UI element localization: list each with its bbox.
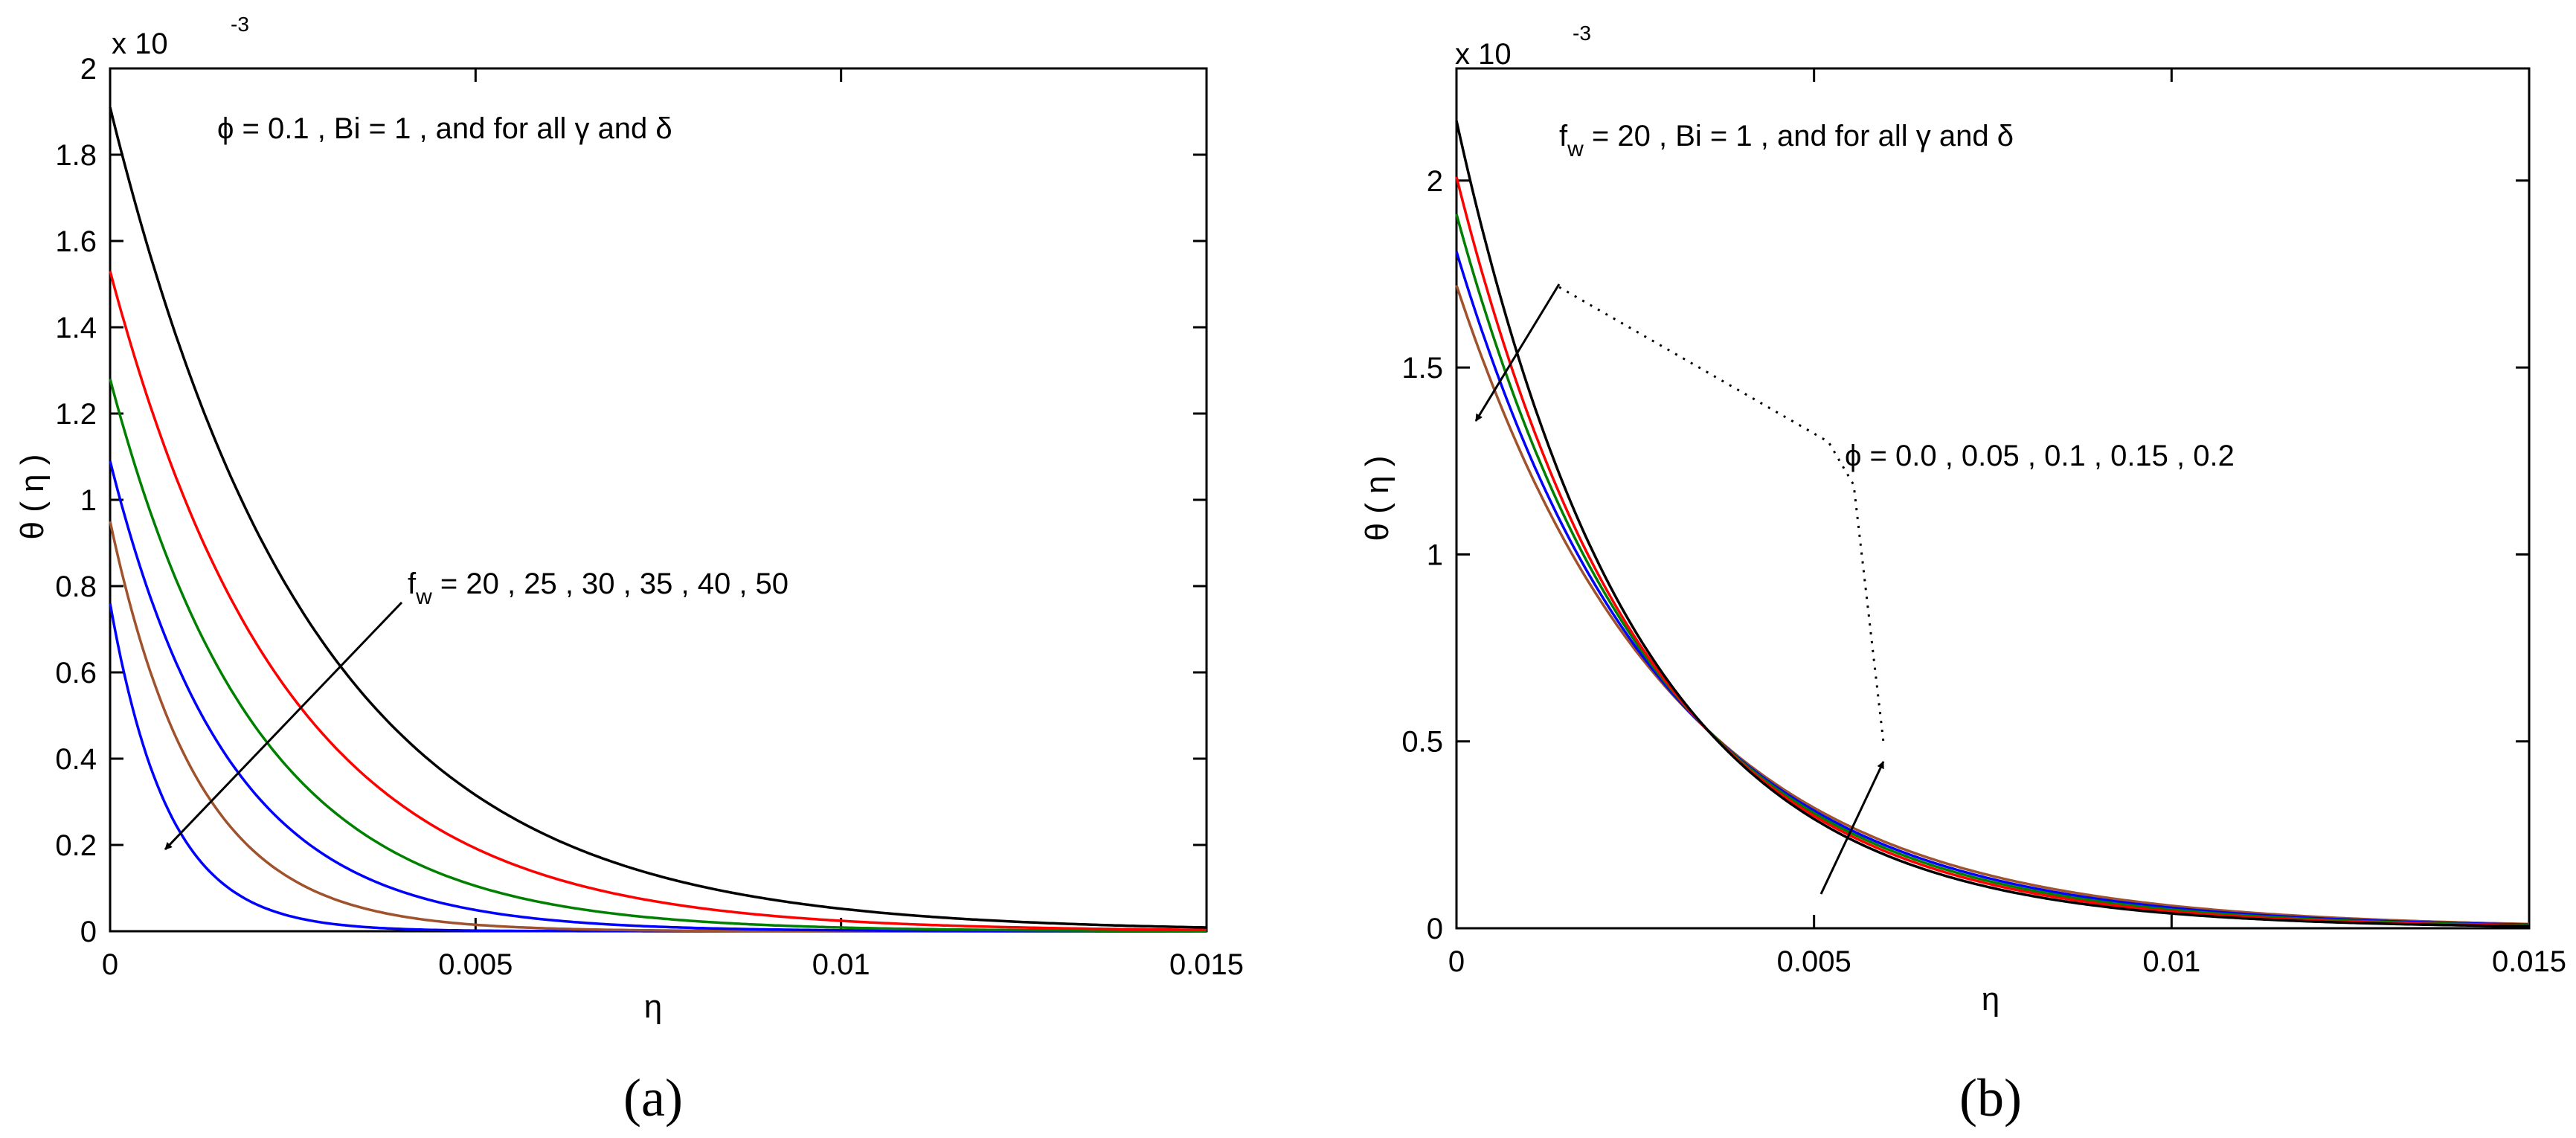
condition-annotation-b: fw = 20 , Bi = 1 , and for all γ and δ — [1559, 120, 2014, 161]
trend-arrow-a — [164, 601, 403, 851]
series-group-b — [1455, 120, 2530, 928]
plot-area-a — [109, 67, 1208, 933]
trend-arrow-down-b — [1474, 283, 1561, 422]
x-tick-label: 0.015 — [2492, 945, 2566, 978]
series-group-a — [109, 106, 1207, 933]
y-multiplier-a: x 10 — [112, 28, 168, 60]
panel-label-b: (b) — [1959, 1068, 2022, 1128]
x-tick-label: 0.01 — [2142, 945, 2200, 978]
y-tick-label: 1.2 — [55, 398, 97, 431]
y-tick-label: 0 — [1427, 913, 1443, 945]
y-tick-label: 0.6 — [55, 657, 97, 689]
panel-b: 0 0.005 0.01 0.015 0 0.5 1 1.5 2 x 10 -3 θ ( η )… — [1359, 22, 2566, 1128]
x-tick-label: 0.015 — [1169, 948, 1244, 981]
y-tick-label: 0.8 — [55, 570, 97, 603]
x-tick-label: 0 — [1448, 945, 1465, 978]
x-tick-label: 0.005 — [438, 948, 513, 981]
y-tick-label: 0.5 — [1401, 726, 1443, 759]
x-tick-label: 0 — [102, 948, 118, 981]
trend-arrow-up-b — [1819, 761, 1885, 895]
y-tick-label: 2 — [80, 53, 97, 86]
y-tick-label: 1.5 — [1401, 352, 1443, 385]
y-tick-label: 0 — [80, 916, 97, 948]
x-tick-label: 0.01 — [812, 948, 870, 981]
plot-area-b — [1455, 67, 2531, 930]
x-axis-label-a: η — [644, 988, 662, 1025]
y-tick-label: 1.6 — [55, 225, 97, 258]
y-tick-label: 0.2 — [55, 829, 97, 862]
axis-ticks-a: 0 0.005 0.01 0.015 0 0.2 0.4 0.6 0.8 1 1.2 1.4 1.6 1.… — [55, 53, 1244, 981]
y-tick-label: 1.4 — [55, 312, 97, 344]
x-tick-label: 0.005 — [1777, 945, 1851, 978]
y-tick-label: 2 — [1427, 165, 1443, 198]
y-multiplier-exp-b: -3 — [1573, 22, 1591, 45]
condition-annotation-a: ϕ = 0.1 , Bi = 1 , and for all γ and δ — [217, 112, 672, 145]
panel-a: 0 0.005 0.01 0.015 0 0.2 0.4 0.6 0.8 1 1.2 1.4 1.6 1.… — [14, 13, 1244, 1128]
series-line-4 — [109, 379, 1207, 933]
y-tick-label: 0.4 — [55, 743, 97, 776]
y-axis-label-a: θ ( η ) — [14, 454, 51, 540]
y-multiplier-exp-a: -3 — [231, 13, 249, 36]
y-tick-label: 1.8 — [55, 139, 97, 172]
panel-label-a: (a) — [623, 1068, 683, 1128]
y-tick-label: 1 — [1427, 539, 1443, 571]
param-annotation-a: fw = 20 , 25 , 30 , 35 , 40 , 50 — [408, 568, 788, 609]
y-tick-label: 1 — [80, 484, 97, 517]
x-axis-label-b: η — [1982, 981, 2000, 1018]
series-line-6 — [109, 106, 1207, 929]
y-multiplier-b: x 10 — [1455, 38, 1512, 71]
y-axis-label-b: θ ( η ) — [1359, 456, 1395, 541]
series-line-5 — [1455, 120, 2529, 928]
series-line-5 — [109, 271, 1207, 931]
param-annotation-b: ϕ = 0.0 , 0.05 , 0.1 , 0.15 , 0.2 — [1845, 440, 2235, 472]
